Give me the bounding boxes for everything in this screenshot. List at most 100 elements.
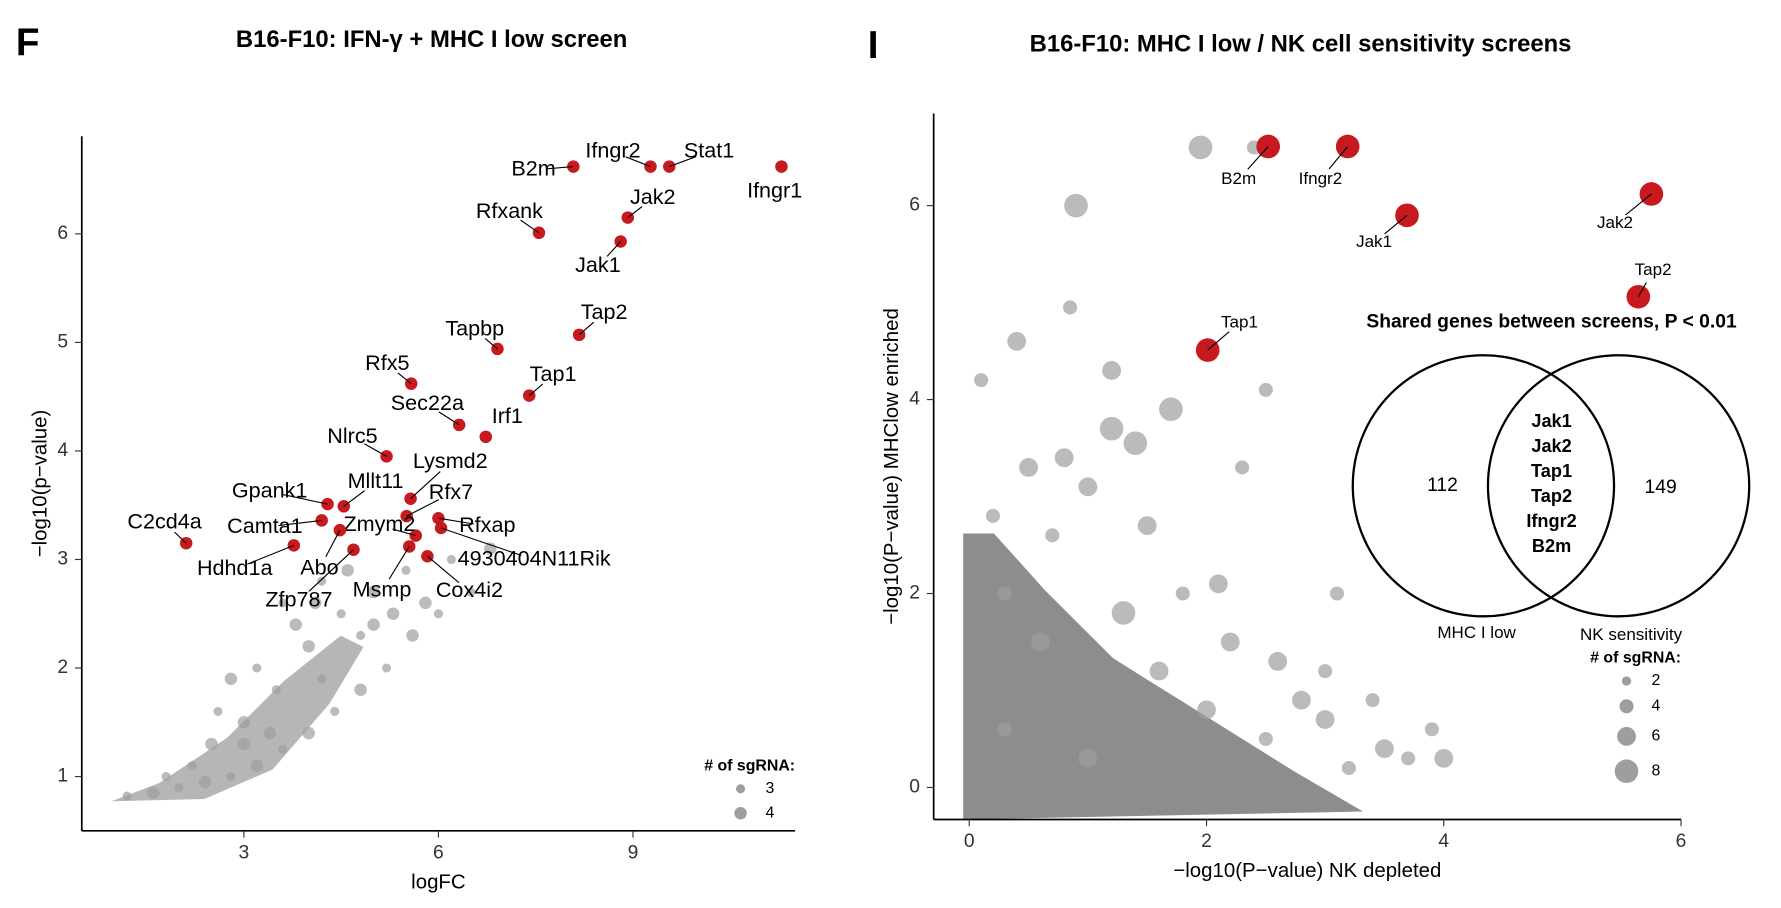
point <box>289 618 303 631</box>
point-label: Lysmd2 <box>413 448 488 473</box>
point <box>1019 458 1038 477</box>
leader-line <box>520 219 540 234</box>
leader-line <box>410 471 441 500</box>
x-tick-label: 2 <box>1201 831 1212 852</box>
panel-label: I <box>868 24 879 67</box>
point-label: Rfxank <box>476 198 543 223</box>
point <box>1064 193 1088 218</box>
point <box>1258 382 1273 397</box>
leader-line <box>397 372 412 385</box>
point <box>354 683 367 696</box>
point <box>1235 460 1250 475</box>
point <box>1341 761 1356 776</box>
point <box>317 576 327 586</box>
point-label: Rfx5 <box>365 350 409 375</box>
point-label: Ifngr2 <box>1299 169 1343 188</box>
leader-line <box>1637 282 1647 298</box>
legend-marker <box>1621 676 1632 686</box>
chart-title: B16-F10: MHC I low / NK cell sensitivity… <box>1030 31 1572 58</box>
point <box>205 737 218 751</box>
point-cloud <box>111 635 364 802</box>
point <box>1137 516 1157 536</box>
legend-label: 3 <box>766 780 775 797</box>
point-label: Hdhd1a <box>197 555 273 580</box>
legend-title: # of sgRNA: <box>704 757 795 774</box>
point <box>237 716 251 729</box>
y-tick-label: 4 <box>57 440 68 461</box>
point <box>237 737 251 751</box>
point-label: Tap1 <box>1221 312 1258 331</box>
point-cloud <box>963 533 1364 820</box>
point <box>1318 664 1333 679</box>
point <box>386 607 400 620</box>
leader-line <box>247 544 295 565</box>
point <box>250 759 264 772</box>
y-axis-title: −log10(P−value) MHClow enriched <box>881 308 903 625</box>
leader-line <box>282 493 328 505</box>
point <box>317 674 327 684</box>
point <box>1031 632 1050 652</box>
legend-label: 4 <box>766 804 775 821</box>
venn-gene: Ifngr2 <box>1526 511 1576 531</box>
point <box>1007 331 1027 351</box>
point <box>1045 528 1060 543</box>
leader-line <box>1328 146 1349 170</box>
point <box>985 508 1001 523</box>
venn-count: 149 <box>1644 477 1676 498</box>
point <box>341 564 354 577</box>
leader-line <box>528 383 544 397</box>
point-label: Camta1 <box>227 513 303 538</box>
point <box>1123 431 1148 456</box>
point-label: Jak2 <box>630 184 676 209</box>
venn-gene: Jak1 <box>1531 411 1571 431</box>
leader-line <box>174 531 187 544</box>
point <box>187 761 197 771</box>
point-label: Jak2 <box>1597 213 1633 232</box>
venn-circle <box>1351 354 1616 618</box>
point <box>330 706 340 716</box>
point <box>1375 739 1394 759</box>
point <box>146 786 160 800</box>
leader-line <box>627 206 643 219</box>
point <box>213 706 223 716</box>
legend-title: # of sgRNA: <box>1590 650 1681 667</box>
point <box>278 744 288 754</box>
point-label: Stat1 <box>684 138 734 163</box>
y-tick-label: 6 <box>57 223 68 244</box>
point <box>382 663 392 673</box>
point <box>663 160 676 173</box>
point-label: Jak1 <box>575 252 621 277</box>
point-label: Nlrc5 <box>327 423 377 448</box>
leader-line <box>388 546 410 580</box>
point <box>1639 182 1664 206</box>
point-label: Rfxap <box>459 512 515 537</box>
chart-title: B16-F10: IFN-γ + MHC I low screen <box>236 26 627 53</box>
point <box>433 609 443 619</box>
leader-line <box>427 555 460 584</box>
leader-line <box>484 338 498 350</box>
leader-line <box>343 490 365 507</box>
point <box>404 377 418 390</box>
point <box>1078 748 1098 768</box>
point <box>278 598 288 608</box>
point-label: C2cd4a <box>127 508 201 533</box>
point <box>1268 651 1288 671</box>
point <box>479 430 493 444</box>
x-tick-label: 4 <box>1438 831 1449 852</box>
point <box>198 775 212 789</box>
point <box>1099 416 1124 441</box>
point-label: Mllt11 <box>348 468 404 493</box>
point <box>308 596 322 610</box>
x-tick-label: 6 <box>433 843 444 864</box>
point <box>1258 731 1273 747</box>
point <box>252 663 262 673</box>
x-tick-label: 0 <box>964 831 975 852</box>
x-tick-label: 6 <box>1676 831 1687 852</box>
point <box>1220 632 1240 652</box>
leader-line <box>625 156 651 168</box>
y-tick-label: 1 <box>57 766 68 787</box>
point <box>446 554 456 565</box>
y-tick-label: 5 <box>57 332 68 353</box>
point <box>271 685 281 695</box>
